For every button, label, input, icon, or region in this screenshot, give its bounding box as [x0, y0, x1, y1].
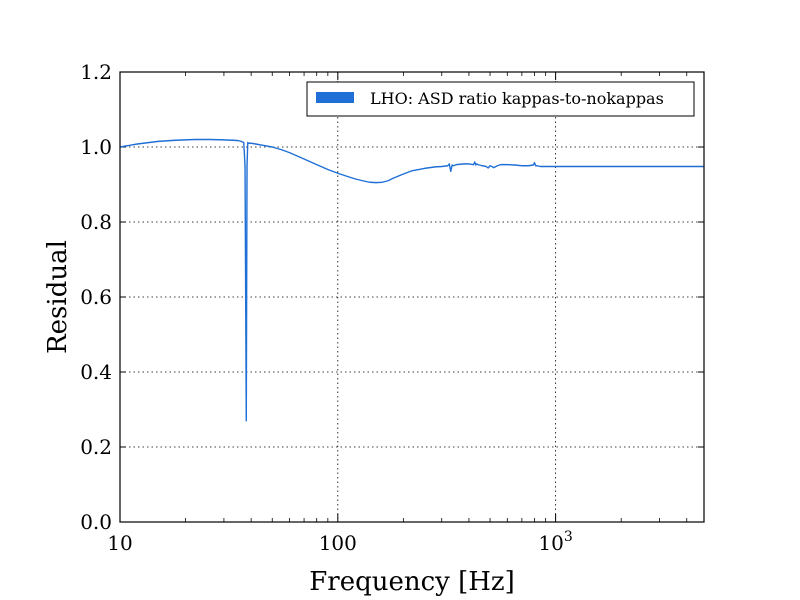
- legend-entry: LHO: ASD ratio kappas-to-nokappas: [370, 89, 664, 108]
- x-tick-label-exponent: 3: [564, 529, 573, 545]
- y-tick-label: 0.2: [80, 435, 112, 459]
- ticks: [119, 71, 704, 523]
- x-tick-label: 100: [319, 531, 357, 555]
- y-tick-label: 1.2: [80, 60, 112, 84]
- x-tick-label-base: 10: [538, 531, 563, 555]
- tick-labels: 0.00.20.40.60.81.01.210 100 103: [80, 60, 573, 555]
- legend-swatch: [316, 92, 354, 103]
- y-tick-label: 0.6: [80, 285, 112, 309]
- plot-frame: [119, 71, 705, 523]
- grid: [120, 72, 704, 522]
- y-tick-label: 1.0: [80, 135, 112, 159]
- legend-frame: [306, 81, 695, 117]
- y-tick-label: 0.0: [80, 510, 112, 534]
- x-tick-label-base: 10: [107, 531, 132, 555]
- x-axis-label: Frequency [Hz]: [309, 567, 515, 597]
- x-tick-label: 103: [538, 529, 572, 555]
- legend: LHO: ASD ratio kappas-to-nokappas: [306, 81, 695, 117]
- x-tick-label: 10: [107, 531, 132, 555]
- series-layer: [119, 138, 704, 422]
- y-tick-label: 0.8: [80, 210, 112, 234]
- x-tick-label-base: 100: [319, 531, 357, 555]
- y-tick-label: 0.4: [80, 360, 112, 384]
- series-line-0: [119, 138, 704, 422]
- y-axis-label: Residual: [43, 240, 73, 354]
